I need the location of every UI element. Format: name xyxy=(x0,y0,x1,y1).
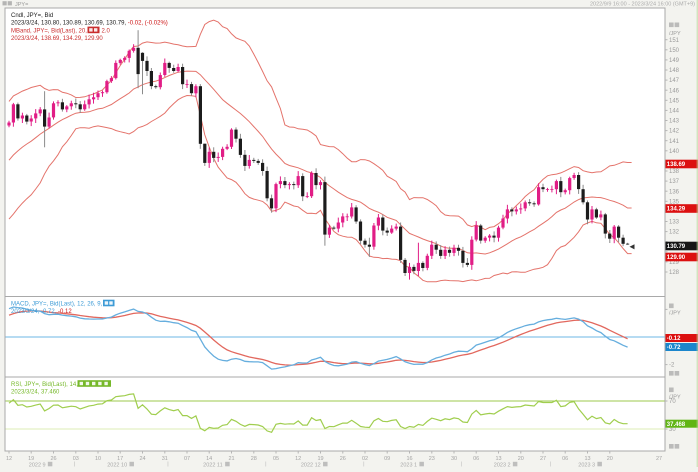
svg-text:151: 151 xyxy=(669,38,680,44)
svg-text:2023/3/24, 138.69, 134.29, 129: 2023/3/24, 138.69, 134.29, 129.90 xyxy=(11,36,103,42)
svg-text:14: 14 xyxy=(206,456,212,462)
svg-text:MBand, JPY=, Bid(Last), 20,: MBand, JPY=, Bid(Last), 20, xyxy=(11,28,87,34)
svg-text:13: 13 xyxy=(495,456,501,462)
svg-text:2023/3/24, 37.460: 2023/3/24, 37.460 xyxy=(11,390,60,396)
svg-text:/JPY: /JPY xyxy=(669,31,681,37)
svg-text:24: 24 xyxy=(139,456,145,462)
svg-text:17: 17 xyxy=(117,456,123,462)
svg-text:/JPY: /JPY xyxy=(669,311,681,317)
svg-text:19: 19 xyxy=(28,456,34,462)
svg-text:16: 16 xyxy=(406,456,412,462)
svg-text:133: 133 xyxy=(669,220,680,226)
svg-text:20: 20 xyxy=(518,456,524,462)
svg-text:141: 141 xyxy=(669,139,680,145)
svg-text:142: 142 xyxy=(669,129,680,135)
svg-text:37.468: 37.468 xyxy=(667,422,686,428)
svg-text:06: 06 xyxy=(473,456,479,462)
svg-text:12: 12 xyxy=(295,456,301,462)
svg-text:20: 20 xyxy=(607,456,613,462)
svg-text:2023 2: 2023 2 xyxy=(494,462,511,467)
svg-text:-0.72: -0.72 xyxy=(667,345,681,351)
svg-text:2023 3: 2023 3 xyxy=(578,462,595,467)
svg-text:2022 9: 2022 9 xyxy=(29,462,46,467)
svg-text:13: 13 xyxy=(584,456,590,462)
svg-text:-0.12: -0.12 xyxy=(667,336,681,342)
svg-text:138.69: 138.69 xyxy=(667,162,686,168)
svg-text:140: 140 xyxy=(669,149,680,155)
svg-text:23: 23 xyxy=(429,456,435,462)
svg-text:143: 143 xyxy=(669,119,680,125)
svg-text:09: 09 xyxy=(384,456,390,462)
svg-text:21: 21 xyxy=(228,456,234,462)
svg-text:|: | xyxy=(550,462,551,467)
svg-text:146: 146 xyxy=(669,88,680,94)
svg-text:|: | xyxy=(74,462,75,467)
svg-text:30: 30 xyxy=(669,427,676,433)
svg-text:06: 06 xyxy=(562,456,568,462)
svg-text:128: 128 xyxy=(669,270,680,276)
svg-text:-2: -2 xyxy=(669,363,675,369)
svg-text:136: 136 xyxy=(669,189,680,195)
svg-text:26: 26 xyxy=(50,456,56,462)
svg-text:|: | xyxy=(167,462,168,467)
svg-text:132: 132 xyxy=(669,230,680,236)
svg-text:129.90: 129.90 xyxy=(667,255,686,261)
svg-text:70: 70 xyxy=(669,399,676,405)
svg-text:MACD, JPY=, Bid(Last), 12, 26,: MACD, JPY=, Bid(Last), 12, 26, 9, xyxy=(11,302,103,308)
svg-text:149: 149 xyxy=(669,58,680,64)
svg-text:144: 144 xyxy=(669,109,680,115)
svg-text:150: 150 xyxy=(669,48,680,54)
svg-text:28: 28 xyxy=(251,456,257,462)
svg-text:|: | xyxy=(363,462,364,467)
svg-text:2023/3/24, -0.72, -0.12: 2023/3/24, -0.72, -0.12 xyxy=(11,309,72,315)
svg-text:130.79: 130.79 xyxy=(667,244,686,250)
svg-text:12: 12 xyxy=(6,456,12,462)
svg-text:138: 138 xyxy=(669,169,680,175)
svg-text:27: 27 xyxy=(656,456,662,462)
svg-text:Cndl, JPY=, Bid: Cndl, JPY=, Bid xyxy=(11,13,53,19)
svg-text:145: 145 xyxy=(669,98,680,104)
svg-text:RSI, JPY=, Bid(Last), 14,: RSI, JPY=, Bid(Last), 14, xyxy=(11,382,78,388)
svg-text:137: 137 xyxy=(669,179,680,185)
svg-text:134.29: 134.29 xyxy=(667,207,686,213)
svg-text:19: 19 xyxy=(317,456,323,462)
svg-text:05: 05 xyxy=(273,456,279,462)
svg-text:2022 12: 2022 12 xyxy=(301,462,321,467)
svg-text:27: 27 xyxy=(540,456,546,462)
svg-text:2023 1: 2023 1 xyxy=(400,462,417,467)
svg-text:10: 10 xyxy=(95,456,101,462)
svg-text:2022/9/9 16:00 - 2023/3/24 16:: 2022/9/9 16:00 - 2023/3/24 16:00 (GMT+9) xyxy=(590,1,695,7)
svg-text:|: | xyxy=(265,462,266,467)
svg-text:2022 11: 2022 11 xyxy=(203,462,222,467)
svg-text:2.0: 2.0 xyxy=(102,28,111,34)
svg-text:148: 148 xyxy=(669,68,680,74)
svg-text:147: 147 xyxy=(669,78,680,84)
svg-text:|: | xyxy=(461,462,462,467)
svg-text:26: 26 xyxy=(340,456,346,462)
svg-text:JPY=: JPY= xyxy=(15,2,28,8)
svg-text:30: 30 xyxy=(451,456,457,462)
svg-text:07: 07 xyxy=(184,456,190,462)
svg-text:2023/3/24, 130.80, 130.89, 130: 2023/3/24, 130.80, 130.89, 130.69, 130.7… xyxy=(11,21,168,27)
svg-text:2022 10: 2022 10 xyxy=(107,462,127,467)
